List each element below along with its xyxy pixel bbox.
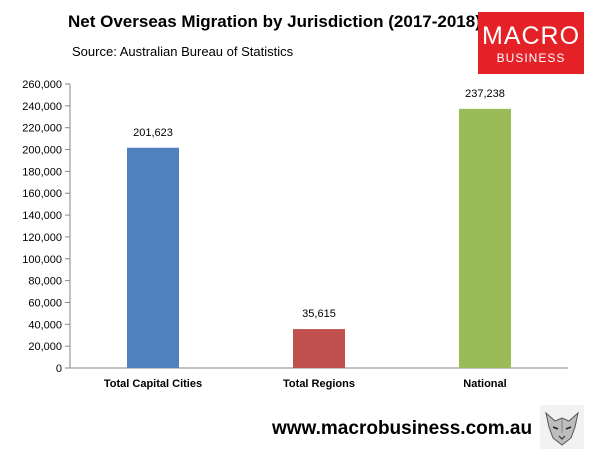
y-tick-label: 20,000 [28, 341, 62, 353]
x-tick-label: Total Regions [283, 378, 355, 390]
y-tick-label: 120,000 [22, 232, 62, 244]
y-tick-label: 40,000 [28, 319, 62, 331]
data-label: 201,623 [133, 127, 173, 139]
y-tick-label: 140,000 [22, 210, 62, 222]
y-tick-label: 0 [56, 363, 62, 375]
y-tick-label: 200,000 [22, 145, 62, 157]
y-tick-label: 80,000 [28, 276, 62, 288]
logo-line-2: BUSINESS [496, 51, 566, 65]
y-tick-label: 100,000 [22, 254, 62, 266]
y-tick-label: 180,000 [22, 166, 62, 178]
website-url: www.macrobusiness.com.au [272, 418, 533, 439]
y-tick-label: 260,000 [22, 79, 62, 91]
wolf-icon [540, 405, 584, 449]
y-tick-label: 220,000 [22, 123, 62, 135]
y-tick-label: 60,000 [28, 297, 62, 309]
bar-0 [127, 147, 179, 368]
data-label: 237,238 [465, 88, 505, 100]
macrobusiness-logo: MACRO BUSINESS [478, 12, 584, 74]
y-tick-label: 240,000 [22, 101, 62, 113]
x-tick-label: Total Capital Cities [104, 378, 202, 390]
x-tick-label: National [463, 378, 506, 390]
bar-1 [293, 329, 345, 368]
logo-line-1: MACRO [481, 22, 581, 50]
chart-title: Net Overseas Migration by Jurisdiction (… [68, 12, 481, 31]
chart-subtitle: Source: Australian Bureau of Statistics [72, 44, 294, 59]
data-label: 35,615 [302, 308, 336, 320]
bar-2 [459, 108, 511, 369]
y-tick-label: 160,000 [22, 188, 62, 200]
